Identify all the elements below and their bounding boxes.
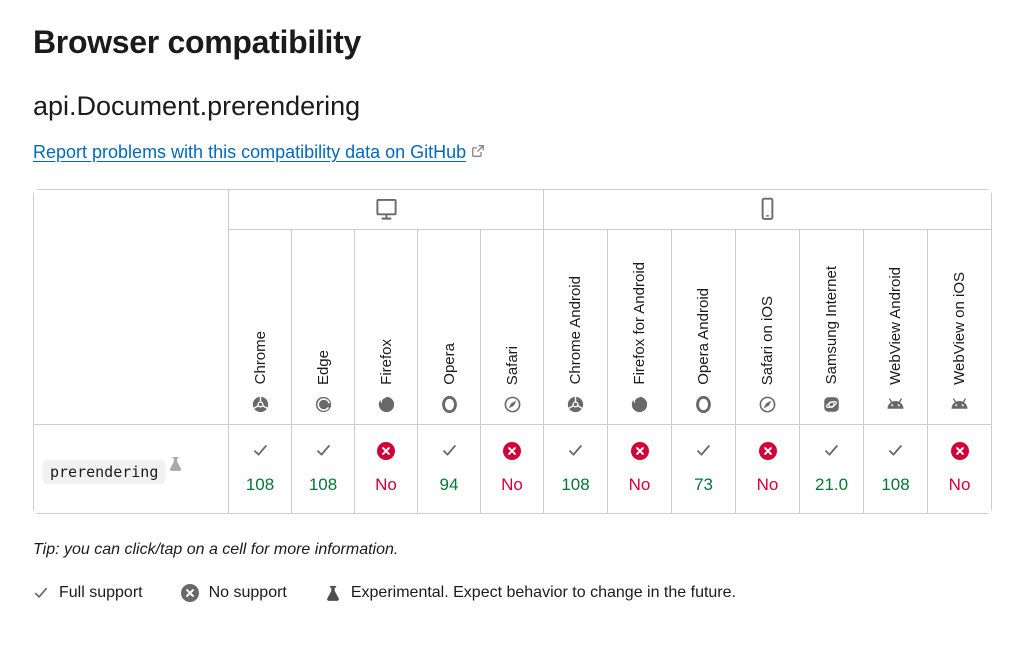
browser-header-chrome: Chrome xyxy=(228,228,291,424)
support-cell-firefox[interactable]: No xyxy=(354,423,417,513)
mobile-icon xyxy=(544,197,991,222)
legend-full-support: Full support xyxy=(33,584,143,602)
safari-icon xyxy=(759,396,776,413)
support-value: No xyxy=(501,475,523,495)
check-icon xyxy=(292,442,354,460)
support-value: 108 xyxy=(881,475,910,495)
chrome-icon xyxy=(567,396,584,413)
experimental-flask-icon xyxy=(168,456,183,471)
chrome-icon xyxy=(252,396,269,413)
legend-no-support-label: No support xyxy=(208,583,287,601)
support-value: 21.0 xyxy=(814,475,849,495)
feature-path-title: api.Document.prerendering xyxy=(33,90,361,121)
browser-label: Chrome xyxy=(251,331,269,385)
compat-table: Chrome Edge Firefox Opera Safari Chrome … xyxy=(33,188,993,514)
browser-header-webview-android: WebView Android xyxy=(863,228,928,424)
browser-header-chrome-android: Chrome Android xyxy=(543,228,608,424)
support-cell-opera-android[interactable]: 73 xyxy=(671,423,736,513)
support-cell-webview-ios[interactable]: No xyxy=(927,423,992,513)
support-cell-chrome-android[interactable]: 108 xyxy=(543,423,608,513)
check-icon xyxy=(672,442,735,460)
no-support-icon xyxy=(608,442,671,460)
support-value: 108 xyxy=(245,475,275,495)
no-support-icon xyxy=(355,442,417,460)
android-icon xyxy=(950,396,969,413)
legend-full-support-label: Full support xyxy=(59,583,143,601)
support-cell-opera[interactable]: 94 xyxy=(417,423,480,513)
no-support-icon xyxy=(736,442,799,460)
table-row: prerendering 108 108 No 94 No 108 No 73 … xyxy=(34,423,992,513)
browser-label: Samsung Internet xyxy=(823,266,841,385)
browser-header-samsung-internet: Samsung Internet xyxy=(799,228,864,424)
support-cell-edge[interactable]: 108 xyxy=(291,423,354,513)
browser-header-firefox: Firefox xyxy=(354,228,417,424)
desktop-icon xyxy=(229,198,543,221)
browser-label: WebView on iOS xyxy=(951,272,969,385)
legend-no-support: No support xyxy=(181,583,287,602)
browser-label: Safari on iOS xyxy=(759,295,777,385)
browser-label: WebView Android xyxy=(887,266,905,385)
browser-label: Firefox for Android xyxy=(631,262,649,385)
browser-header-edge: Edge xyxy=(291,228,354,424)
support-cell-safari[interactable]: No xyxy=(480,423,544,513)
report-problems-row: Report problems with this compatibility … xyxy=(33,142,999,163)
check-icon xyxy=(800,442,863,460)
browser-header-opera: Opera xyxy=(417,228,480,424)
no-support-icon xyxy=(481,442,543,460)
support-cell-webview-android[interactable]: 108 xyxy=(863,423,928,513)
opera-icon xyxy=(441,396,458,413)
support-value: No xyxy=(948,475,971,495)
safari-icon xyxy=(504,396,521,413)
browser-header-webview-ios: WebView on iOS xyxy=(927,228,992,424)
browser-label: Edge xyxy=(314,349,332,385)
legend: Full support No support Experimental. Ex… xyxy=(33,583,999,602)
feature-cell: prerendering xyxy=(34,423,228,513)
check-icon xyxy=(864,442,927,460)
legend-check-icon xyxy=(33,585,49,601)
support-value: 108 xyxy=(308,475,338,495)
browser-label: Opera xyxy=(440,343,458,385)
feature-column-header xyxy=(34,189,228,424)
android-icon xyxy=(886,396,905,413)
check-icon xyxy=(544,442,607,460)
tip-text: Tip: you can click/tap on a cell for mor… xyxy=(33,540,399,558)
legend-experimental: Experimental. Expect behavior to change … xyxy=(325,584,736,602)
no-support-icon xyxy=(928,442,991,460)
legend-no-support-icon xyxy=(181,584,199,602)
browser-label: Firefox xyxy=(377,339,395,385)
support-cell-safari-ios[interactable]: No xyxy=(735,423,800,513)
support-value: 108 xyxy=(561,475,590,495)
edge-icon xyxy=(315,396,332,413)
support-cell-samsung-internet[interactable]: 21.0 xyxy=(799,423,864,513)
browser-header-safari: Safari xyxy=(480,228,544,424)
browser-label: Chrome Android xyxy=(567,276,585,385)
page-title: Browser compatibility xyxy=(33,24,361,60)
mobile-platform-header xyxy=(543,189,992,229)
external-link-icon xyxy=(471,142,485,163)
desktop-platform-header xyxy=(228,189,544,229)
support-cell-chrome[interactable]: 108 xyxy=(228,423,291,513)
browser-compat-section: Browser compatibility api.Document.prere… xyxy=(33,24,999,602)
browser-label: Safari xyxy=(503,345,521,385)
support-value: 94 xyxy=(439,475,459,495)
opera-icon xyxy=(695,396,712,413)
github-report-link[interactable]: Report problems with this compatibility … xyxy=(33,141,467,162)
support-cell-firefox-android[interactable]: No xyxy=(607,423,672,513)
legend-experimental-label: Experimental. Expect behavior to change … xyxy=(350,583,736,601)
support-value: No xyxy=(375,475,397,495)
support-value: No xyxy=(756,475,779,495)
support-value: 73 xyxy=(694,475,713,495)
check-icon xyxy=(229,442,291,460)
support-value: No xyxy=(628,475,651,495)
feature-code: prerendering xyxy=(43,459,166,484)
browser-header-firefox-android: Firefox for Android xyxy=(607,228,672,424)
browser-header-safari-ios: Safari on iOS xyxy=(735,228,800,424)
browser-label: Opera Android xyxy=(695,288,713,385)
browser-header-opera-android: Opera Android xyxy=(671,228,736,424)
firefox-icon xyxy=(378,396,395,413)
firefox-icon xyxy=(631,396,648,413)
legend-flask-icon xyxy=(325,585,341,601)
samsung-internet-icon xyxy=(823,396,840,413)
check-icon xyxy=(418,442,480,460)
